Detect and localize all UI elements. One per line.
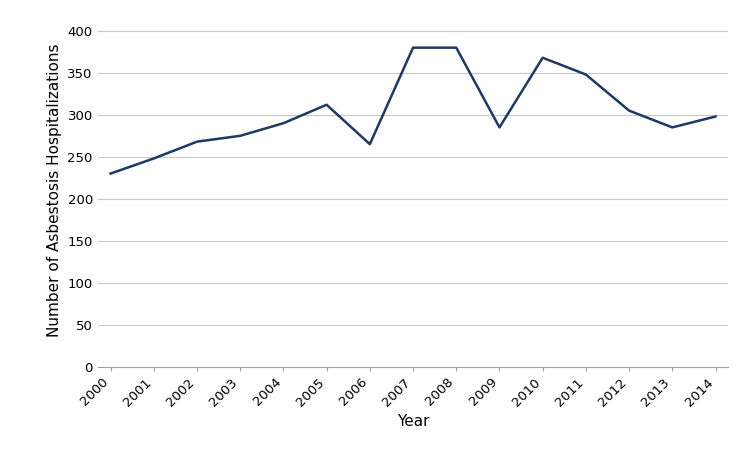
Y-axis label: Number of Asbestosis Hospitalizations: Number of Asbestosis Hospitalizations: [47, 44, 62, 337]
X-axis label: Year: Year: [397, 415, 430, 429]
